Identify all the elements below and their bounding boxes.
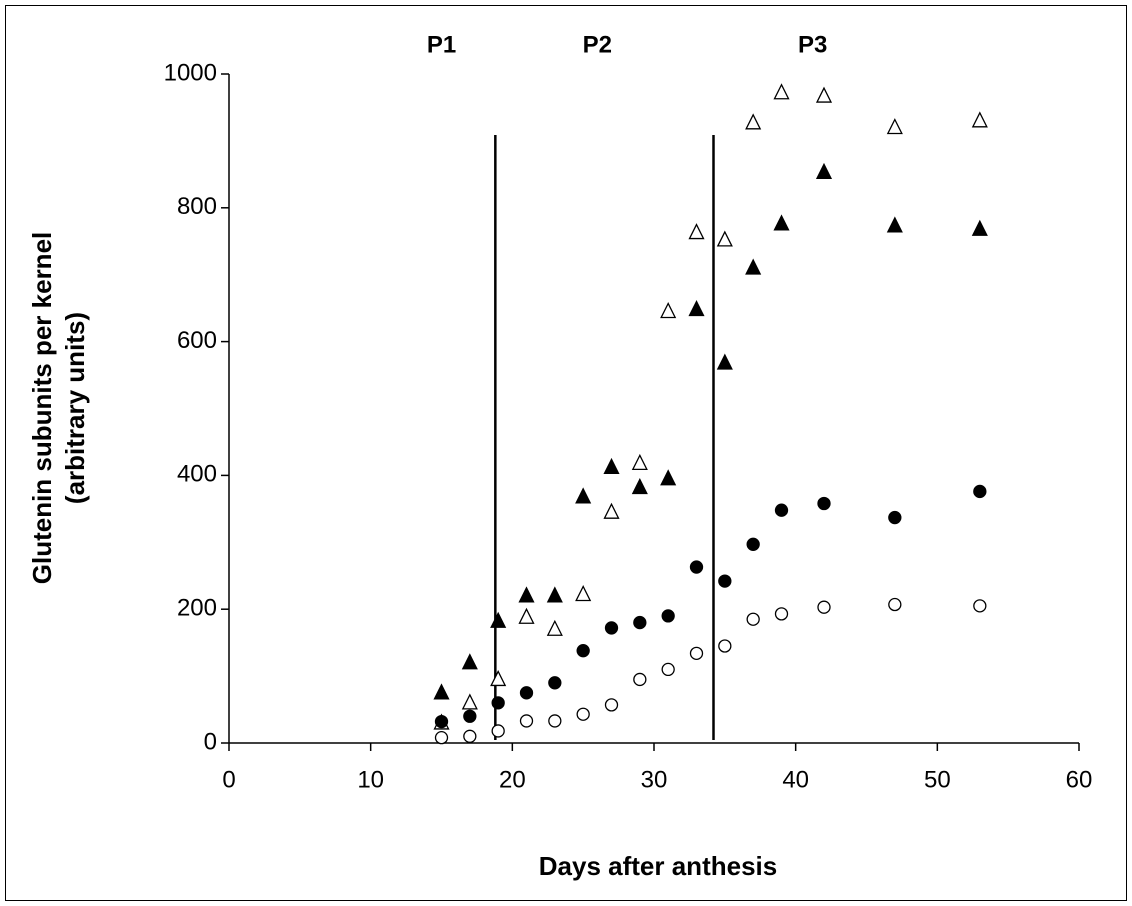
point [548, 714, 562, 728]
y-axis-title: Glutenin subunits per kernel [27, 232, 57, 585]
phase-label: P2 [583, 31, 612, 58]
point [660, 469, 677, 486]
point [973, 484, 987, 499]
point [518, 607, 535, 624]
point [491, 724, 505, 738]
point [886, 216, 903, 233]
point [463, 709, 477, 723]
point [971, 219, 988, 236]
point [817, 496, 831, 511]
point [745, 113, 762, 130]
point [519, 714, 534, 728]
point [603, 502, 620, 519]
point [546, 619, 563, 636]
y-tick-label: 400 [177, 461, 217, 488]
point [971, 111, 988, 128]
point [817, 600, 831, 614]
point [689, 646, 704, 661]
x-tick-label: 60 [1066, 766, 1093, 793]
point [433, 683, 450, 700]
point [688, 223, 705, 240]
point [604, 698, 619, 712]
point [434, 714, 449, 729]
point [689, 560, 704, 574]
point [518, 586, 535, 603]
point [463, 729, 477, 743]
point [888, 510, 902, 525]
point [718, 574, 732, 588]
point [773, 83, 790, 100]
x-tick-label: 0 [222, 766, 235, 793]
point [746, 537, 760, 551]
point [745, 258, 762, 275]
point [688, 300, 705, 317]
point [773, 214, 790, 231]
y-tick-label: 0 [204, 728, 217, 755]
point [661, 662, 675, 677]
point [660, 302, 677, 319]
point [718, 639, 732, 653]
x-tick-label: 20 [499, 766, 526, 793]
x-tick-label: 30 [641, 766, 668, 793]
point [631, 453, 648, 471]
x-tick-label: 10 [357, 766, 384, 793]
point [888, 597, 902, 612]
point [546, 586, 563, 603]
y-tick-label: 800 [177, 193, 217, 220]
y-tick-label: 200 [177, 595, 217, 622]
point [603, 457, 620, 475]
point [576, 644, 590, 658]
point [774, 607, 789, 621]
point [461, 693, 478, 710]
y-axis-title: (arbitrary units) [60, 312, 90, 504]
point [490, 669, 507, 687]
point [576, 707, 590, 721]
point [716, 353, 733, 370]
point [815, 86, 833, 103]
point [548, 676, 562, 690]
point [661, 609, 675, 623]
point [746, 612, 760, 626]
point [461, 653, 478, 670]
point [774, 503, 789, 517]
x-tick-label: 40 [782, 766, 809, 793]
point [633, 615, 647, 630]
point [973, 599, 987, 613]
point [434, 730, 449, 745]
point [604, 621, 619, 635]
point [716, 230, 733, 247]
point [815, 162, 833, 179]
point [633, 672, 647, 687]
frame [5, 5, 1127, 901]
point [575, 585, 592, 602]
point [491, 696, 505, 710]
point [631, 477, 648, 495]
phase-label: P3 [798, 31, 827, 58]
x-tick-label: 50 [924, 766, 951, 793]
point [490, 611, 507, 628]
x-axis-title: Days after anthesis [539, 851, 777, 881]
point [575, 487, 592, 504]
point [886, 118, 903, 135]
phase-label: P1 [427, 31, 456, 58]
y-tick-label: 1000 [164, 59, 217, 86]
point [519, 686, 534, 700]
y-tick-label: 600 [177, 327, 217, 354]
